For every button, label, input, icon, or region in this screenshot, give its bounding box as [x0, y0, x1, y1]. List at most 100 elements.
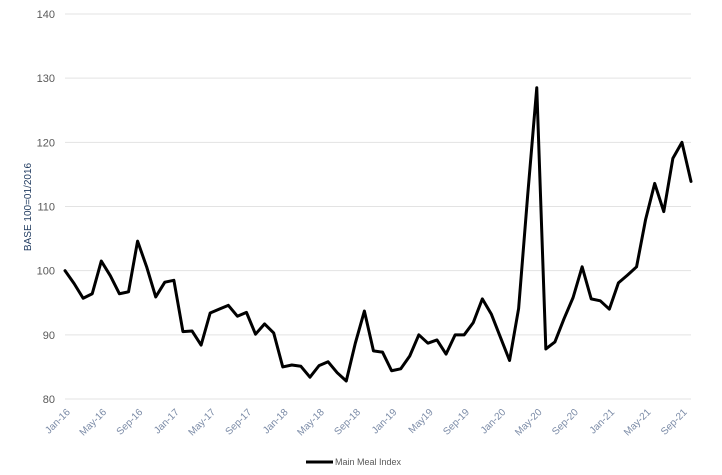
data-point: [272, 331, 275, 334]
y-tick-label: 100: [37, 266, 55, 278]
x-tick-label: May-17: [187, 407, 219, 439]
x-tick-label: Sep-16: [115, 407, 146, 438]
data-point: [263, 322, 266, 325]
data-point: [172, 279, 175, 282]
y-tick-label: 80: [43, 394, 55, 406]
x-tick-label: Jan-16: [43, 407, 73, 437]
data-point: [399, 367, 402, 370]
y-tick-label: 140: [37, 9, 55, 21]
data-point: [154, 295, 157, 298]
data-point: [690, 180, 693, 183]
y-tick-label: 110: [37, 202, 55, 214]
data-point: [209, 312, 212, 315]
data-point: [281, 365, 284, 368]
x-axis-ticks: Jan-16 May-16 Sep-16 Jan-17 May-17 Sep-17 Jan-…: [43, 407, 690, 439]
x-tick-label: Jan-19: [370, 407, 400, 437]
legend: Main Meal Index: [306, 457, 402, 467]
series-layer: [63, 86, 693, 383]
y-axis-ticks: 80 90 100 110 120 130 140: [37, 9, 55, 406]
data-point: [145, 265, 148, 268]
data-point: [64, 269, 67, 272]
y-tick-label: 120: [37, 137, 55, 149]
data-point: [626, 274, 629, 277]
x-tick-label: Jan-18: [261, 407, 291, 437]
data-point: [345, 380, 348, 383]
data-point: [572, 296, 575, 299]
data-point: [553, 340, 556, 343]
data-point: [254, 333, 257, 336]
x-tick-label: May-21: [622, 407, 654, 439]
data-point: [644, 218, 647, 221]
data-point: [481, 297, 484, 300]
data-point: [336, 371, 339, 374]
data-point: [308, 376, 311, 379]
data-point: [635, 265, 638, 268]
x-tick-label: Sep-19: [441, 407, 472, 438]
data-point: [526, 193, 529, 196]
gridlines: [65, 13, 691, 400]
data-point: [535, 86, 538, 89]
data-point: [218, 308, 221, 311]
data-point: [381, 351, 384, 354]
data-point: [318, 364, 321, 367]
data-point: [599, 299, 602, 302]
data-point: [136, 240, 139, 243]
data-point: [245, 311, 248, 314]
data-point: [200, 344, 203, 347]
data-point: [671, 157, 674, 160]
y-tick-label: 130: [37, 73, 55, 85]
data-point: [299, 365, 302, 368]
data-point: [127, 290, 130, 293]
data-point: [680, 141, 683, 144]
data-point: [100, 260, 103, 263]
x-tick-label: May-16: [78, 407, 110, 439]
data-point: [118, 292, 121, 295]
data-point: [227, 304, 230, 307]
data-point: [82, 297, 85, 300]
data-point: [109, 274, 112, 277]
data-point: [508, 359, 511, 362]
data-point: [499, 336, 502, 339]
x-tick-label: May19: [407, 407, 436, 436]
y-axis-title: BASE 100=01/2016: [23, 163, 34, 252]
data-point: [463, 333, 466, 336]
data-point: [581, 265, 584, 268]
data-point: [617, 281, 620, 284]
data-point: [517, 307, 520, 310]
data-point: [163, 281, 166, 284]
data-point: [181, 330, 184, 333]
data-point: [608, 308, 611, 311]
data-point: [73, 282, 76, 285]
data-point: [562, 317, 565, 320]
data-point: [472, 321, 475, 324]
x-tick-label: Sep-21: [659, 407, 690, 438]
x-tick-label: May-18: [295, 407, 327, 439]
data-point: [354, 342, 357, 345]
data-point: [454, 333, 457, 336]
data-point: [590, 297, 593, 300]
x-tick-label: Jan-20: [479, 407, 509, 437]
data-point: [372, 349, 375, 352]
x-tick-label: Jan-21: [588, 407, 618, 437]
data-point: [236, 315, 239, 318]
data-point: [435, 338, 438, 341]
x-tick-label: Jan-17: [152, 407, 182, 437]
data-point: [426, 342, 429, 345]
data-point: [653, 182, 656, 185]
data-point: [327, 360, 330, 363]
x-tick-label: May-20: [513, 407, 545, 439]
data-point: [363, 310, 366, 313]
x-tick-label: Sep-20: [550, 407, 581, 438]
data-point: [544, 347, 547, 350]
data-point: [408, 355, 411, 358]
x-tick-label: Sep-17: [224, 407, 255, 438]
data-point: [290, 363, 293, 366]
data-point: [191, 329, 194, 332]
legend-label: Main Meal Index: [335, 457, 402, 467]
data-point: [390, 369, 393, 372]
data-point: [417, 333, 420, 336]
data-point: [490, 313, 493, 316]
data-point: [91, 292, 94, 295]
data-point: [445, 353, 448, 356]
